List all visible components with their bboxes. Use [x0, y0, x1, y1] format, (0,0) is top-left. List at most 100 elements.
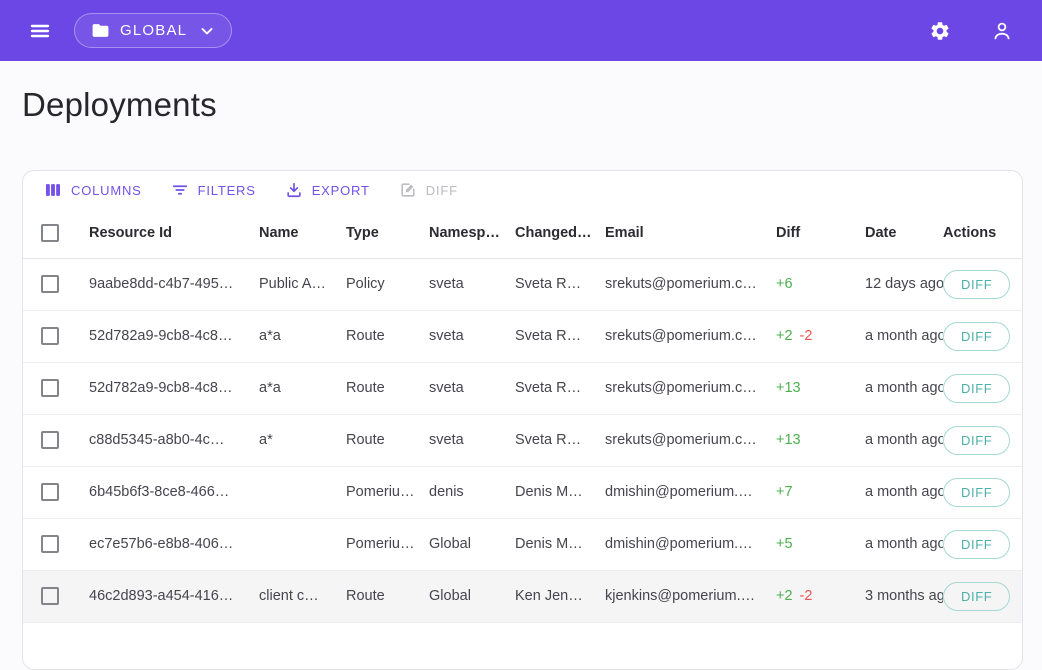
table-row[interactable]: ec7e57b6-e8b8-406… Pomeriu… Global Denis… [23, 518, 1022, 571]
cell-diff: +13 [776, 362, 865, 415]
cell-namespace: denis [429, 466, 515, 519]
cell-changed-by: Sveta R… [515, 310, 605, 363]
cell-date: a month ago [865, 518, 943, 571]
filter-icon [170, 180, 190, 200]
header-type[interactable]: Type [346, 208, 429, 259]
columns-label: COLUMNS [71, 182, 142, 198]
row-checkbox[interactable] [41, 587, 59, 605]
filters-label: FILTERS [197, 182, 256, 198]
cell-changed-by: Sveta R… [515, 414, 605, 467]
table-row[interactable]: c88d5345-a8b0-4c… a* Route sveta Sveta R… [23, 414, 1022, 467]
diff-removed: -2 [799, 588, 813, 604]
namespace-selector[interactable]: GLOBAL [74, 13, 233, 48]
person-icon [990, 19, 1014, 43]
columns-icon [43, 180, 63, 200]
namespace-label: GLOBAL [120, 22, 188, 39]
settings-button[interactable] [920, 11, 960, 51]
diff-action-button[interactable]: DIFF [943, 581, 1011, 611]
deployments-card: COLUMNS FILTERS EXPORT DIFF [22, 170, 1023, 670]
row-checkbox[interactable] [41, 275, 59, 293]
row-checkbox[interactable] [41, 483, 59, 501]
table-row[interactable]: 52d782a9-9cb8-4c8… a*a Route sveta Sveta… [23, 310, 1022, 363]
cell-resource-id: 52d782a9-9cb8-4c8… [89, 362, 259, 415]
cell-email: dmishin@pomerium.… [605, 518, 776, 571]
diff-toolbar-button[interactable]: DIFF [398, 180, 458, 200]
cell-resource-id: ec7e57b6-e8b8-406… [89, 518, 259, 571]
menu-button[interactable] [20, 11, 60, 51]
cell-type: Route [346, 310, 429, 363]
cell-email: srekuts@pomerium.c… [605, 362, 776, 415]
diff-action-button[interactable]: DIFF [943, 425, 1011, 455]
cell-diff: +7 [776, 466, 865, 519]
cell-resource-id: 46c2d893-a454-416… [89, 570, 259, 623]
diff-added: +5 [776, 536, 793, 552]
gear-icon [929, 20, 951, 42]
cell-type: Route [346, 570, 429, 623]
diff-action-button[interactable]: DIFF [943, 373, 1011, 403]
table-row[interactable]: 9aabe8dd-c4b7-495… Public A… Policy svet… [23, 258, 1022, 311]
cell-resource-id: c88d5345-a8b0-4c… [89, 414, 259, 467]
header-changed-by[interactable]: Changed… [515, 208, 605, 259]
header-namespace[interactable]: Namesp… [429, 208, 515, 259]
cell-name [259, 518, 346, 571]
cell-changed-by: Sveta R… [515, 362, 605, 415]
diff-added: +13 [776, 380, 801, 396]
table-row[interactable]: 46c2d893-a454-416… client c… Route Globa… [23, 570, 1022, 623]
cell-date: 12 days ago [865, 258, 943, 311]
diff-action-button[interactable]: DIFF [943, 529, 1011, 559]
diff-action-button[interactable]: DIFF [943, 269, 1011, 299]
cell-namespace: sveta [429, 362, 515, 415]
diff-toolbar-label: DIFF [425, 182, 458, 198]
columns-button[interactable]: COLUMNS [43, 180, 142, 200]
cell-email: kjenkins@pomerium.… [605, 570, 776, 623]
table-row[interactable]: 52d782a9-9cb8-4c8… a*a Route sveta Sveta… [23, 362, 1022, 415]
cell-namespace: sveta [429, 414, 515, 467]
cell-diff: +6 [776, 258, 865, 311]
row-checkbox[interactable] [41, 327, 59, 345]
cell-name: a* [259, 414, 346, 467]
header-email[interactable]: Email [605, 208, 776, 259]
diff-action-button[interactable]: DIFF [943, 321, 1011, 351]
filters-button[interactable]: FILTERS [170, 180, 256, 200]
cell-email: dmishin@pomerium.… [605, 466, 776, 519]
cell-date: a month ago [865, 466, 943, 519]
download-icon [284, 180, 304, 200]
header-date[interactable]: Date [865, 208, 943, 259]
cell-changed-by: Denis M… [515, 518, 605, 571]
cell-diff: +13 [776, 414, 865, 467]
diff-added: +6 [776, 276, 793, 292]
cell-namespace: Global [429, 570, 515, 623]
header-diff[interactable]: Diff [776, 208, 865, 259]
cell-changed-by: Ken Jen… [515, 570, 605, 623]
cell-name: a*a [259, 310, 346, 363]
diff-added: +2 [776, 328, 793, 344]
app-bar: GLOBAL [0, 0, 1042, 61]
header-actions: Actions [943, 208, 1022, 259]
cell-email: srekuts@pomerium.c… [605, 414, 776, 467]
select-all-checkbox[interactable] [41, 223, 59, 242]
diff-removed: -2 [799, 328, 813, 344]
cell-diff: +2 -2 [776, 570, 865, 623]
cell-date: 3 months ago [865, 570, 943, 623]
row-checkbox[interactable] [41, 431, 59, 449]
diff-added: +13 [776, 432, 801, 448]
export-button[interactable]: EXPORT [284, 180, 370, 200]
edit-diff-icon [398, 180, 418, 200]
table-toolbar: COLUMNS FILTERS EXPORT DIFF [23, 171, 1022, 208]
cell-type: Pomeriu… [346, 466, 429, 519]
cell-name: Public A… [259, 258, 346, 311]
header-name[interactable]: Name [259, 208, 346, 259]
cell-diff: +2 -2 [776, 310, 865, 363]
diff-added: +7 [776, 484, 793, 500]
cell-type: Route [346, 362, 429, 415]
header-resource-id[interactable]: Resource Id [89, 208, 259, 259]
account-button[interactable] [982, 11, 1022, 51]
row-checkbox[interactable] [41, 379, 59, 397]
table-row[interactable]: 6b45b6f3-8ce8-466… Pomeriu… denis Denis … [23, 466, 1022, 519]
cell-type: Route [346, 414, 429, 467]
cell-type: Policy [346, 258, 429, 311]
cell-date: a month ago [865, 362, 943, 415]
row-checkbox[interactable] [41, 535, 59, 553]
diff-action-button[interactable]: DIFF [943, 477, 1011, 507]
cell-changed-by: Sveta R… [515, 258, 605, 311]
